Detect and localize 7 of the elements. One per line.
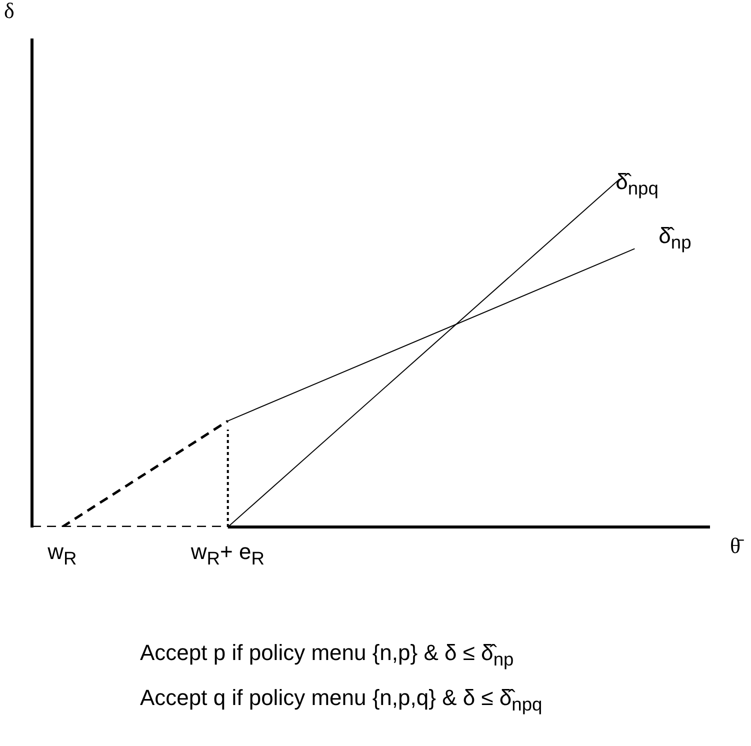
text: Accept q if policy menu {n,p,q} & δ ≤ δ̂$_{npq}$	[140, 685, 542, 716]
x-tick-label: w$_{R}$+ e$_{R}$	[190, 539, 264, 568]
text: δ	[4, 0, 14, 23]
x-tick-label: w$_{R}$	[48, 539, 77, 568]
series-label: δ̂$_{np}$	[658, 222, 692, 252]
series-label: δ̂$_{npq}$	[616, 169, 658, 199]
text: Accept p if policy menu {n,p} & δ ≤ δ̂$_{np}$	[140, 640, 514, 670]
